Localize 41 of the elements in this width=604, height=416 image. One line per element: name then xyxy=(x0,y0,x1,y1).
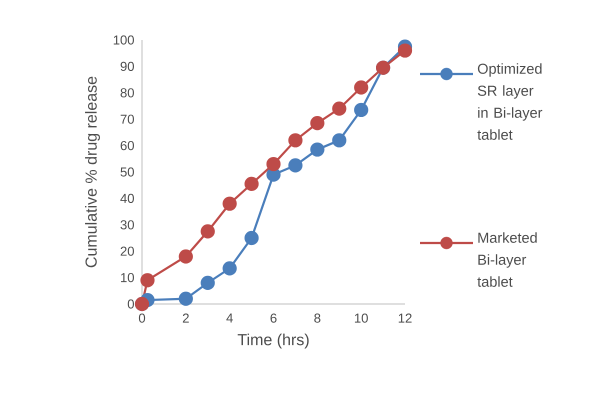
x-tick-label: 10 xyxy=(354,314,368,323)
point xyxy=(354,102,368,118)
y-tick-label: 10 xyxy=(121,272,134,282)
y-tick-label: 60 xyxy=(120,140,134,150)
point xyxy=(178,292,193,306)
x-tick-label: 2 xyxy=(182,314,189,323)
y-tick-label: 20 xyxy=(120,246,134,256)
point xyxy=(354,80,368,95)
point xyxy=(288,158,303,172)
x-tick-label: 12 xyxy=(398,314,412,323)
x-tick-label: 6 xyxy=(270,314,277,323)
point xyxy=(222,196,237,211)
point xyxy=(332,133,346,148)
point xyxy=(332,102,346,116)
x-tick-label: 8 xyxy=(314,314,320,323)
y-tick-label: 50 xyxy=(120,167,134,177)
legend-label: Optimized SR layer in Bi-layer tablet xyxy=(477,63,542,140)
point xyxy=(310,116,324,130)
point xyxy=(244,230,259,246)
y-tick-label: 40 xyxy=(120,194,134,203)
y-axis-title: Cumulative % drug release xyxy=(85,76,100,268)
y-tick-label: 80 xyxy=(120,88,134,98)
point xyxy=(244,176,259,191)
x-axis-title: Time (hrs) xyxy=(238,334,309,348)
point xyxy=(222,261,237,276)
y-tick-label: 0 xyxy=(128,299,134,309)
x-tick-label: 0 xyxy=(138,314,146,323)
point xyxy=(178,249,193,264)
y-tick-label: 30 xyxy=(120,220,134,230)
point xyxy=(398,43,412,58)
point xyxy=(200,276,215,290)
point xyxy=(140,273,155,288)
legend-label: Marketed Bi-layer tablet xyxy=(477,232,537,287)
y-tick-label: 100 xyxy=(114,35,134,45)
y-tick-label: 90 xyxy=(120,62,134,71)
point xyxy=(288,133,303,148)
x-tick-label: 4 xyxy=(226,314,233,322)
point xyxy=(266,156,281,172)
point xyxy=(200,224,215,238)
point xyxy=(310,142,324,157)
y-tick-label: 70 xyxy=(120,114,134,124)
